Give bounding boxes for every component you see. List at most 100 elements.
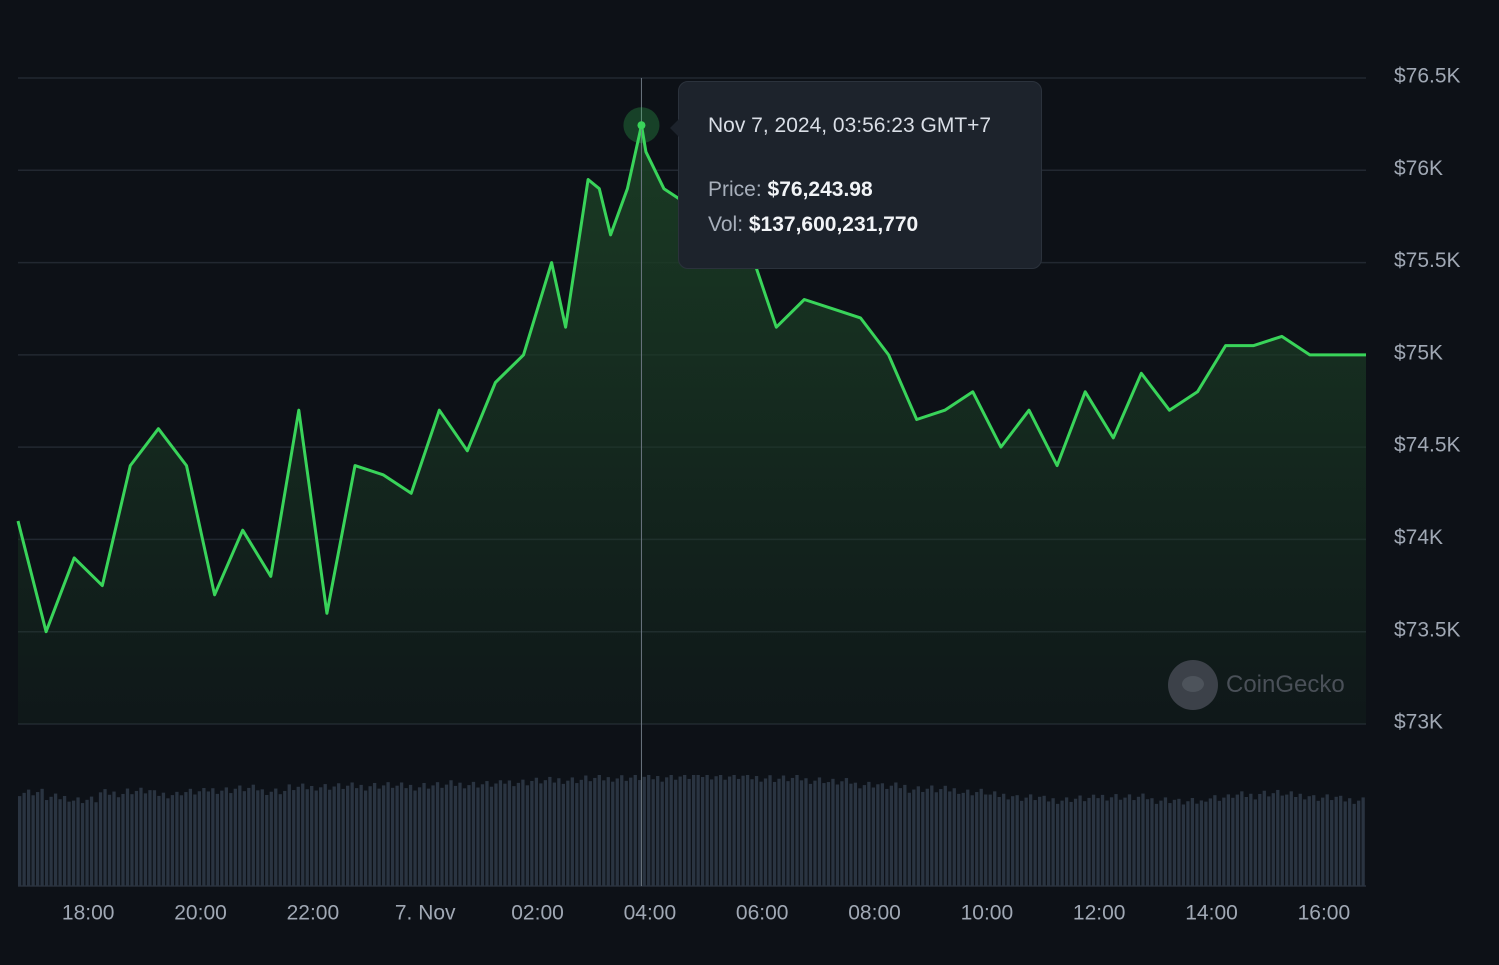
x-tick-label: 02:00 <box>511 902 564 925</box>
volume-bar <box>925 788 929 886</box>
volume-bar <box>125 788 130 886</box>
volume-bar <box>1294 796 1298 886</box>
volume-bar <box>799 780 804 886</box>
y-tick-label: $75.5K <box>1394 249 1461 272</box>
volume-bar <box>1199 800 1204 886</box>
volume-bar <box>166 798 170 886</box>
volume-bar <box>1064 797 1069 886</box>
volume-bar <box>597 775 601 886</box>
volume-bar <box>750 779 754 886</box>
volume-bar <box>1226 794 1230 886</box>
volume-bar <box>283 790 287 886</box>
coingecko-watermark: CoinGecko <box>1168 660 1345 710</box>
volume-bar <box>480 784 485 886</box>
y-tick-label: $76.5K <box>1394 65 1461 88</box>
volume-bar <box>503 783 507 886</box>
volume-bar <box>1303 799 1307 886</box>
volume-bar <box>399 782 404 886</box>
volume-bar <box>296 786 300 886</box>
volume-bar <box>921 791 925 886</box>
volume-bar <box>44 800 49 886</box>
volume-bar <box>943 785 947 886</box>
volume-bar <box>853 782 858 886</box>
volume-bar <box>1006 799 1010 886</box>
x-tick-label: 20:00 <box>174 902 227 925</box>
volume-bar <box>1240 791 1244 886</box>
volume-bar <box>1082 801 1087 886</box>
volume-bar <box>152 790 157 886</box>
volume-bar <box>521 779 525 886</box>
volume-bar <box>85 799 89 886</box>
volume-bar <box>404 788 408 886</box>
x-tick-label: 04:00 <box>624 902 677 925</box>
volume-bar <box>831 778 835 886</box>
volume-bar <box>575 783 579 886</box>
volume-bar <box>1020 800 1024 886</box>
volume-bar <box>1042 795 1046 886</box>
volume-bar <box>458 782 462 886</box>
volume-bar <box>525 785 530 886</box>
volume-bar <box>247 787 251 886</box>
volume-bar <box>417 787 422 886</box>
volume-bar <box>422 782 426 886</box>
volume-bar <box>1307 796 1311 886</box>
volume-bar <box>471 781 476 886</box>
volume-bar <box>278 794 282 886</box>
volume-bar <box>476 787 480 886</box>
volume-bar <box>530 780 534 886</box>
volume-bar <box>683 775 687 886</box>
x-tick-label: 08:00 <box>848 902 901 925</box>
volume-bar <box>813 780 817 886</box>
volume-bar <box>885 788 889 886</box>
volume-bar <box>1253 799 1257 886</box>
volume-bar <box>647 775 651 886</box>
x-tick-label: 12:00 <box>1073 902 1126 925</box>
volume-bar <box>1312 795 1316 886</box>
volume-bar <box>642 776 646 886</box>
volume-bar <box>849 783 853 886</box>
volume-bar <box>197 791 202 886</box>
volume-bar <box>961 792 965 886</box>
volume-bar <box>269 791 273 886</box>
volume-bar <box>359 784 363 886</box>
volume-bar <box>449 780 453 886</box>
volume-bar <box>238 785 242 886</box>
volume-bar <box>745 775 750 886</box>
volume-bar <box>772 781 777 886</box>
volume-bar <box>35 792 40 886</box>
volume-bar <box>107 794 112 886</box>
x-tick-label: 06:00 <box>736 902 789 925</box>
volume-bar <box>310 785 314 886</box>
volume-bar <box>1172 799 1177 886</box>
volume-bar <box>62 795 67 886</box>
volume-bar <box>1208 798 1213 886</box>
volume-bar <box>94 802 98 886</box>
volume-bar <box>1339 795 1343 886</box>
volume-bar <box>889 785 893 886</box>
volume-bar <box>462 788 467 886</box>
volume-bar <box>723 779 727 886</box>
volume-bar <box>678 776 682 886</box>
x-tick-label: 10:00 <box>961 902 1014 925</box>
volume-bar <box>1231 797 1235 886</box>
volume-bar <box>539 783 543 886</box>
volume-bar <box>18 796 22 886</box>
volume-bar <box>975 792 979 886</box>
tooltip-vol-label: Vol: <box>708 213 744 236</box>
volume-bar <box>292 790 296 886</box>
volume-bar <box>22 792 26 886</box>
volume-bar <box>602 780 606 886</box>
volume-bar <box>1051 798 1055 886</box>
volume-bar <box>184 792 188 886</box>
x-tick-label: 18:00 <box>62 902 115 925</box>
volume-bar <box>1123 797 1127 886</box>
volume-bar <box>593 777 597 886</box>
volume-bar <box>112 791 116 886</box>
volume-bar <box>696 775 700 886</box>
volume-bar <box>211 788 215 886</box>
volume-bar <box>1136 796 1141 886</box>
volume-bar <box>1037 796 1042 886</box>
volume-bar <box>233 788 237 886</box>
